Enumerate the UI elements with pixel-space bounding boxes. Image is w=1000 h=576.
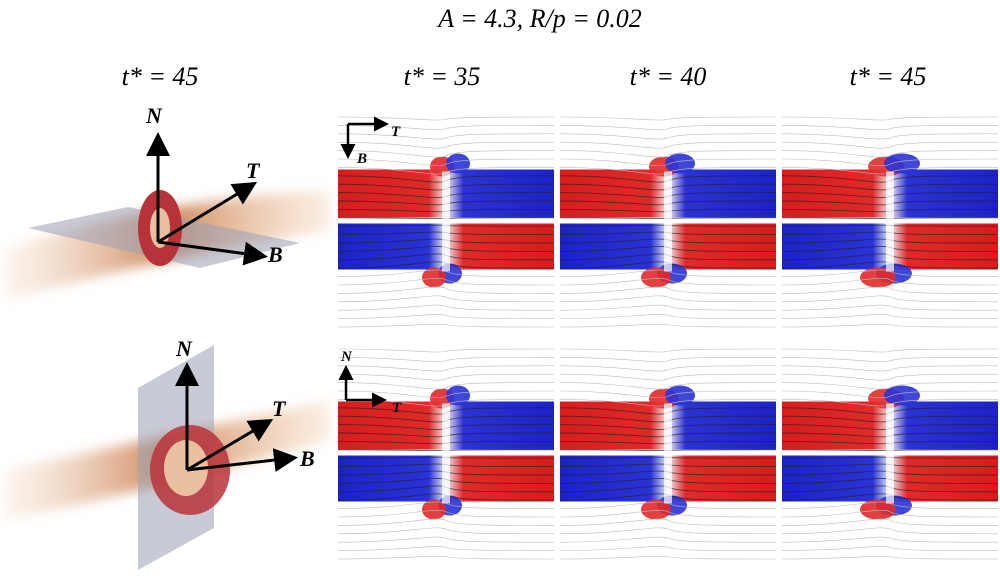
axis-label: B [267,242,283,267]
axis-label: N [145,103,163,128]
panels [338,113,998,562]
figure: A = 4.3, R/p = 0.02 t* = 45 t* = 35 t* =… [0,0,1000,576]
axis-label: T [246,158,261,183]
figure-title: A = 4.3, R/p = 0.02 [436,4,642,33]
axis-label: T [272,396,287,421]
column-label: t* = 45 [850,62,927,91]
vortex-blob [446,386,470,406]
vortex-blob [884,154,920,174]
3d-view: N T B [5,336,330,570]
inset-label: T [392,400,402,416]
column-label: t* = 35 [404,62,481,91]
flow-panel [560,345,776,562]
axis-label: B [299,446,315,471]
column-label: t* = 45 [122,62,199,91]
flow-panel [782,345,998,562]
inset-label: N [340,349,353,365]
vortex-blob [446,154,470,174]
flow-panel [338,113,554,330]
inset-label: B [356,151,367,167]
inset-label: T [391,124,401,140]
flow-panel [338,345,554,562]
3d-view: N T B [5,103,330,300]
axis-label: N [175,336,193,361]
column-label: t* = 40 [630,62,707,91]
vortex-blob [884,386,920,406]
flow-panel [782,113,998,330]
flow-panel [560,113,776,330]
